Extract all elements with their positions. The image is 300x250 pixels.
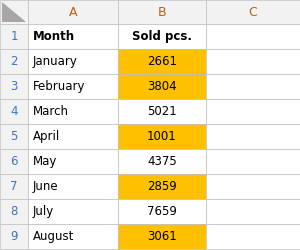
Text: Month: Month: [33, 30, 75, 43]
Bar: [28, 199, 118, 224]
Text: 9: 9: [10, 230, 18, 243]
Text: February: February: [33, 80, 86, 93]
Bar: [206, 174, 300, 199]
Text: 3061: 3061: [147, 230, 177, 243]
Text: C: C: [249, 6, 257, 18]
Text: 2661: 2661: [147, 55, 177, 68]
Bar: [118, 149, 206, 174]
Text: 3: 3: [10, 80, 18, 93]
Text: Sold pcs.: Sold pcs.: [132, 30, 192, 43]
Bar: [0, 174, 28, 199]
Bar: [206, 224, 300, 249]
Bar: [118, 199, 206, 224]
Bar: [28, 99, 118, 124]
Bar: [28, 0, 118, 24]
Text: May: May: [33, 155, 57, 168]
Bar: [0, 224, 28, 249]
Bar: [206, 99, 300, 124]
Bar: [118, 124, 206, 149]
Bar: [0, 74, 28, 99]
Bar: [118, 0, 206, 24]
Bar: [0, 124, 28, 149]
Text: 5021: 5021: [147, 105, 177, 118]
Bar: [206, 124, 300, 149]
Text: June: June: [33, 180, 58, 193]
Text: 2: 2: [10, 55, 18, 68]
Text: January: January: [33, 55, 78, 68]
Text: B: B: [158, 6, 166, 18]
Text: 7659: 7659: [147, 205, 177, 218]
Text: 1: 1: [10, 30, 18, 43]
Text: 4: 4: [10, 105, 18, 118]
Bar: [28, 74, 118, 99]
Bar: [206, 74, 300, 99]
Bar: [28, 224, 118, 249]
Polygon shape: [2, 2, 26, 22]
Text: 6: 6: [10, 155, 18, 168]
Text: 7: 7: [10, 180, 18, 193]
Bar: [0, 24, 28, 49]
Bar: [0, 149, 28, 174]
Bar: [206, 49, 300, 74]
Bar: [28, 149, 118, 174]
Text: 3804: 3804: [147, 80, 177, 93]
Text: A: A: [69, 6, 77, 18]
Text: March: March: [33, 105, 69, 118]
Bar: [118, 99, 206, 124]
Bar: [118, 174, 206, 199]
Bar: [0, 49, 28, 74]
Bar: [0, 0, 28, 24]
Bar: [28, 24, 118, 49]
Text: 5: 5: [10, 130, 18, 143]
Bar: [0, 99, 28, 124]
Bar: [118, 24, 206, 49]
Bar: [206, 0, 300, 24]
Bar: [118, 74, 206, 99]
Text: 8: 8: [10, 205, 18, 218]
Bar: [28, 174, 118, 199]
Bar: [28, 124, 118, 149]
Bar: [118, 224, 206, 249]
Text: July: July: [33, 205, 54, 218]
Text: 4375: 4375: [147, 155, 177, 168]
Text: August: August: [33, 230, 74, 243]
Bar: [206, 149, 300, 174]
Bar: [118, 49, 206, 74]
Bar: [28, 49, 118, 74]
Bar: [206, 199, 300, 224]
Bar: [206, 24, 300, 49]
Text: 2859: 2859: [147, 180, 177, 193]
Text: April: April: [33, 130, 60, 143]
Bar: [0, 199, 28, 224]
Text: 1001: 1001: [147, 130, 177, 143]
